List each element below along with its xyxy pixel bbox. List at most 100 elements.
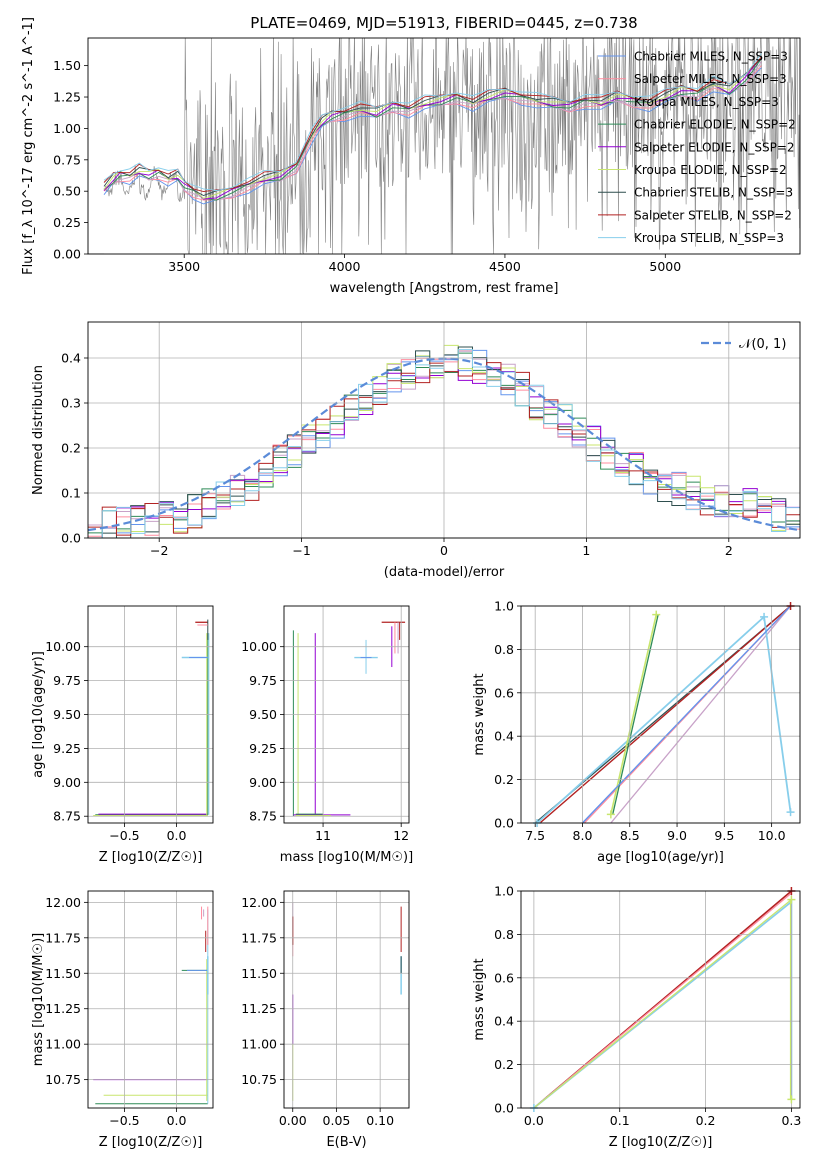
x-tick-label: 9.5	[714, 828, 734, 843]
y-tick-label: 10.00	[45, 639, 81, 654]
y-tick-label: 0.3	[61, 396, 81, 411]
axes-frame	[520, 890, 801, 1109]
y-tick-label: 1.00	[53, 121, 81, 136]
x-tick-label: 0.2	[696, 1113, 716, 1128]
y-tick-label: 12.00	[45, 895, 81, 910]
panel-mass-vs-z: −0.5 0.0 10.75 11.00 11.25 11.50 11.75 12.00 Z […	[31, 890, 214, 1150]
x-axis-label: wavelength [Angstrom, rest frame]	[330, 281, 559, 296]
y-axis-label: mass weight	[472, 958, 487, 1040]
y-tick-label: 11.75	[45, 930, 81, 945]
x-axis-label: mass [log10(M/M☉)]	[280, 850, 413, 865]
legend-label: 𝒩(0, 1)	[739, 337, 786, 352]
x-tick-label: 0.0	[524, 1113, 544, 1128]
axes-frame	[283, 890, 410, 1109]
weight-line	[610, 614, 658, 815]
y-tick-label: 9.00	[53, 775, 81, 790]
y-tick-label: 0.0	[494, 816, 514, 831]
y-tick-label: 12.00	[241, 895, 277, 910]
x-axis-label: E(B-V)	[326, 1135, 366, 1150]
legend-label: Kroupa ELODIE, N_SSP=2	[634, 163, 787, 177]
x-tick-label: 0	[440, 543, 448, 558]
plot-area	[93, 619, 210, 817]
y-tick-label: 0.6	[494, 970, 514, 985]
y-tick-label: 0.0	[494, 1101, 514, 1116]
legend-label: Kroupa STELIB, N_SSP=3	[634, 231, 784, 245]
y-tick-label: 0.75	[53, 152, 81, 167]
y-tick-label: 11.50	[45, 966, 81, 981]
panel-age-vs-z: −0.5 0.0 8.75 9.00 9.25 9.50 9.75 10.00 Z [log10…	[31, 605, 214, 865]
axes-frame	[87, 321, 801, 539]
y-tick-label: 0.4	[494, 729, 514, 744]
x-tick-label: 9.0	[667, 828, 687, 843]
x-tick-label: 12	[393, 828, 409, 843]
y-tick-label: 9.75	[53, 673, 81, 688]
x-axis-label: Z [log10(Z/Z☉)]	[609, 1135, 713, 1150]
weight-line	[582, 606, 792, 823]
axes-frame	[283, 605, 410, 824]
y-tick-label: 0.2	[494, 772, 514, 787]
axes-frame	[520, 605, 801, 824]
figure-title: PLATE=0469, MJD=51913, FIBERID=0445, z=0…	[250, 14, 637, 32]
y-tick-label: 1.0	[494, 599, 514, 614]
weight-line	[533, 892, 792, 1108]
weight-marker	[760, 612, 769, 621]
plot-area	[292, 621, 406, 817]
x-tick-label: 0.1	[610, 1113, 630, 1128]
y-tick-label: 10.00	[241, 639, 277, 654]
weight-marker	[786, 808, 795, 817]
x-tick-label: 11	[315, 828, 331, 843]
y-tick-label: 0.0	[61, 531, 81, 546]
legend-label: Chabrier ELODIE, N_SSP=2	[634, 118, 796, 132]
y-tick-label: 11.00	[241, 1037, 277, 1052]
y-axis-label: age [log10(age/yr)]	[31, 651, 46, 778]
y-tick-label: 9.25	[53, 741, 81, 756]
y-tick-label: 9.75	[249, 673, 277, 688]
y-tick-label: 9.50	[53, 707, 81, 722]
y-tick-label: 0.25	[53, 215, 81, 230]
x-tick-label: 1	[582, 543, 590, 558]
weight-marker	[787, 895, 796, 904]
y-tick-label: 0.8	[494, 642, 514, 657]
weight-line	[536, 616, 765, 823]
x-tick-label: 0.10	[366, 1113, 394, 1128]
x-tick-label: 3500	[168, 259, 200, 274]
y-tick-label: 9.00	[249, 775, 277, 790]
weight-line	[533, 899, 792, 1108]
y-tick-label: 11.50	[241, 966, 277, 981]
legend-label: Salpeter MILES, N_SSP=3	[634, 72, 787, 86]
y-axis-label: Flux [f_λ 10^-17 erg cm^-2 s^-1 A^-1]	[21, 17, 36, 275]
weight-line	[539, 606, 792, 823]
x-tick-label: 10.0	[758, 828, 786, 843]
model-line-1	[103, 67, 762, 205]
panel-age-vs-mass: 11 12 8.75 9.00 9.25 9.50 9.75 10.00 mass [log10…	[241, 605, 413, 865]
x-tick-label: 0.0	[167, 828, 187, 843]
x-tick-label: 0.00	[279, 1113, 307, 1128]
model-line-9	[103, 53, 762, 191]
y-tick-label: 0.2	[494, 1057, 514, 1072]
y-tick-label: 10.75	[241, 1072, 277, 1087]
model-line-5	[103, 57, 762, 200]
plot-area	[88, 38, 800, 254]
plot-area	[534, 606, 792, 823]
y-tick-label: 1.25	[53, 90, 81, 105]
y-tick-label: 0.50	[53, 184, 81, 199]
y-tick-label: 10.75	[45, 1072, 81, 1087]
axes-frame	[87, 890, 214, 1109]
weight-line	[610, 606, 792, 823]
y-axis-label: Normed distribution	[31, 365, 46, 495]
y-tick-label: 11.25	[241, 1001, 277, 1016]
y-tick-label: 1.50	[53, 58, 81, 73]
y-tick-label: 8.75	[53, 809, 81, 824]
y-tick-label: 0.4	[494, 1014, 514, 1029]
panel-massweight-vs-z: 0.0 0.1 0.2 0.3 0.0 0.2 0.4 0.6 0.8 1.0 Z [log10(Z…	[472, 884, 801, 1151]
legend-label: Salpeter STELIB, N_SSP=2	[634, 208, 792, 222]
y-tick-label: 0.00	[53, 247, 81, 262]
legend-label: Salpeter ELODIE, N_SSP=2	[634, 140, 795, 154]
panel-mass-vs-ebv: 0.00 0.05 0.10 10.75 11.00 11.25 11.50 11.75 12.…	[241, 890, 410, 1150]
panel-residuals: −2 −1 0 1 2 0.0 0.1 0.2 0.3 0.4 (data-model)/error…	[31, 321, 801, 580]
model-line-4	[103, 58, 762, 201]
x-axis-label: (data-model)/error	[384, 565, 505, 580]
plot-area	[292, 902, 402, 1101]
weight-marker	[652, 610, 661, 619]
